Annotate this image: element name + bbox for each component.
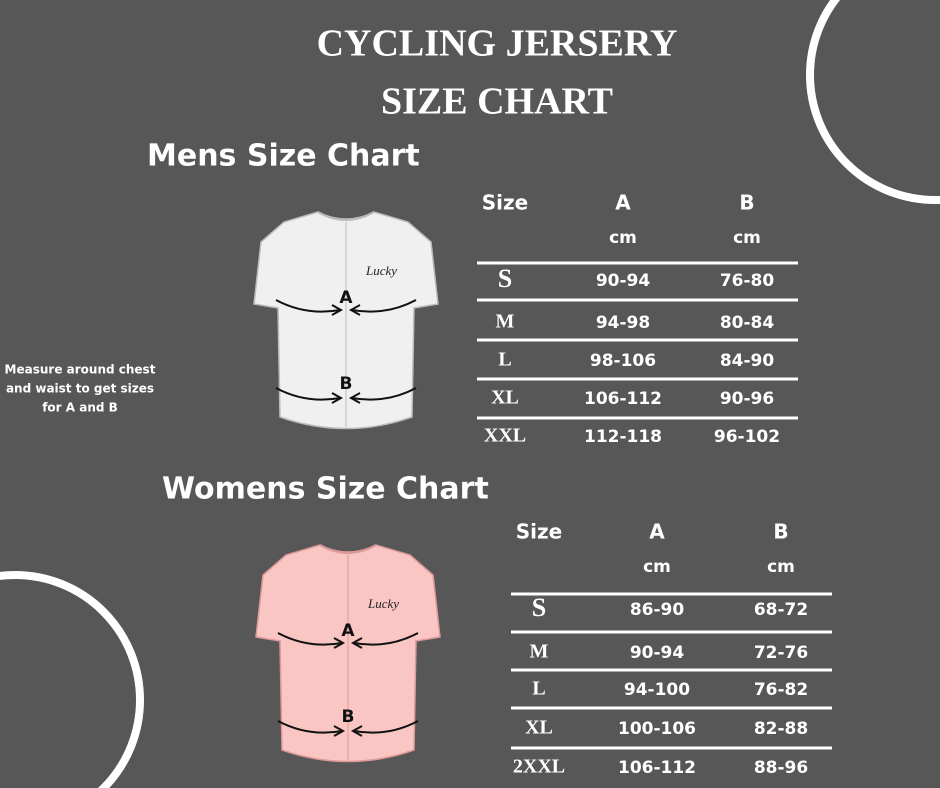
arrow <box>275 387 417 401</box>
label: A <box>341 621 355 641</box>
label: B <box>340 374 353 394</box>
cell: 94-98 <box>596 313 650 333</box>
brand: Lucky <box>365 263 397 278</box>
arrow <box>275 299 417 313</box>
column-header: B <box>739 191 754 215</box>
column-header: B <box>773 520 788 544</box>
cell: 88-96 <box>754 758 808 778</box>
jersey: Lucky A B <box>255 544 441 763</box>
cell: 106-112 <box>584 389 662 409</box>
size-cell: L <box>498 349 511 371</box>
size-cell: S <box>498 264 512 293</box>
size-cell: XXL <box>484 425 526 447</box>
cell: 106-112 <box>618 758 696 778</box>
size-cell: S <box>532 593 546 622</box>
unit: cm <box>609 228 637 248</box>
collar <box>317 211 375 221</box>
cell: 96-102 <box>714 427 780 447</box>
arrow <box>277 632 419 646</box>
cell: 86-90 <box>630 600 685 620</box>
cell: 76-82 <box>754 680 808 700</box>
arrow-head <box>331 304 361 316</box>
cell: 100-106 <box>618 719 696 739</box>
arrow-head <box>333 725 363 737</box>
deco-circle <box>0 571 144 788</box>
label: A <box>339 288 353 308</box>
brand: Lucky <box>367 596 399 611</box>
size-cell: M <box>530 641 549 663</box>
collar <box>319 544 377 554</box>
column-header: Size <box>482 191 528 215</box>
note: for A and B <box>42 401 118 415</box>
column-header: A <box>615 191 631 215</box>
cell: 82-88 <box>754 719 808 739</box>
unit: cm <box>643 557 671 577</box>
section-heading: Womens Size Chart <box>162 472 489 507</box>
title: SIZE CHART <box>381 81 613 123</box>
cell: 76-80 <box>720 271 775 291</box>
arrow <box>277 720 419 734</box>
cell: 90-94 <box>596 271 651 291</box>
cell: 84-90 <box>720 351 775 371</box>
section-heading: Mens Size Chart <box>147 139 420 174</box>
unit: cm <box>733 228 761 248</box>
deco-circle <box>806 0 940 204</box>
cell: 80-84 <box>720 313 775 333</box>
size-cell: M <box>496 311 515 333</box>
cell: 72-76 <box>754 643 808 663</box>
size-cell: L <box>532 678 545 700</box>
size-cell: 2XXL <box>513 756 565 778</box>
size-cell: XL <box>525 717 553 739</box>
cell: 98-106 <box>590 351 656 371</box>
column-header: Size <box>516 520 562 544</box>
unit: cm <box>767 557 795 577</box>
cell: 112-118 <box>584 427 662 447</box>
column-header: A <box>649 520 665 544</box>
jersey: Lucky A B <box>253 211 439 430</box>
title: CYCLING JERSERY <box>317 23 678 65</box>
note: Measure around chest <box>5 363 156 377</box>
arrow-head <box>331 392 361 404</box>
size-cell: XL <box>491 387 519 409</box>
label: B <box>342 707 355 727</box>
note: and waist to get sizes <box>6 382 154 396</box>
cell: 90-94 <box>630 643 685 663</box>
cell: 94-100 <box>624 680 690 700</box>
cell: 68-72 <box>754 600 808 620</box>
arrow-head <box>333 637 363 649</box>
cell: 90-96 <box>720 389 774 409</box>
